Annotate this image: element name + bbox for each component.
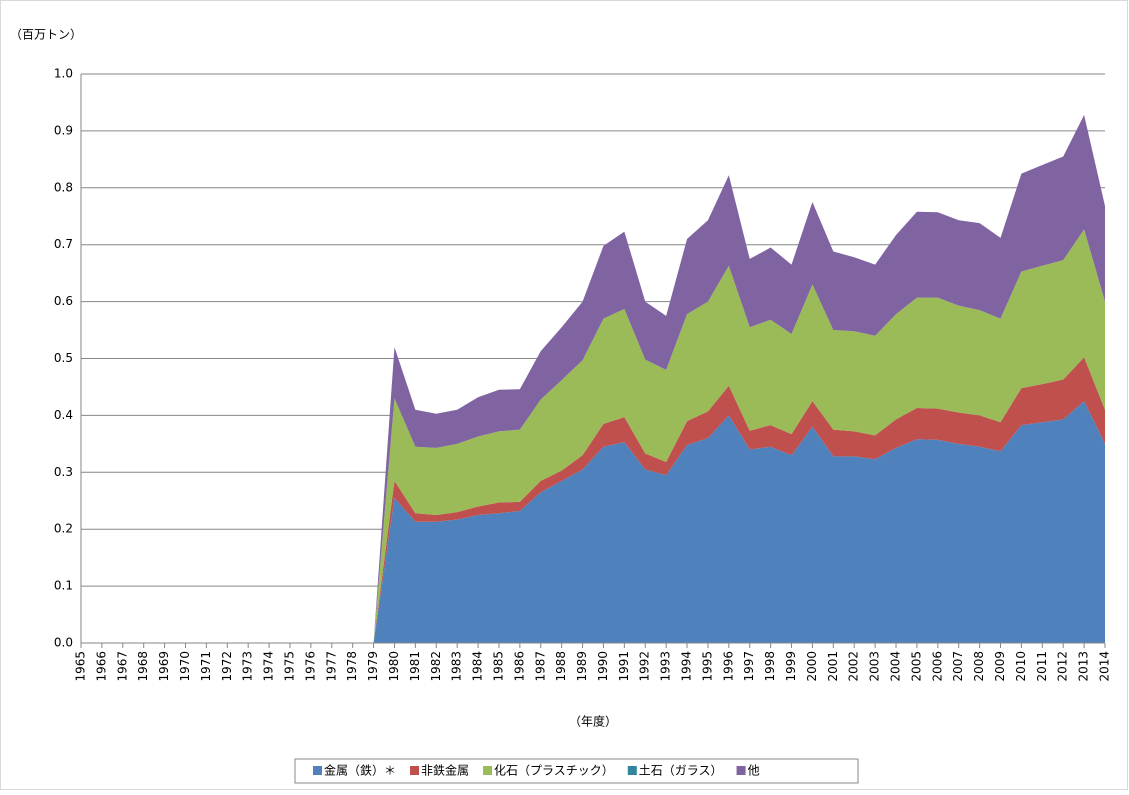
y-tick-label: 0.5	[54, 351, 73, 365]
x-tick-label: 1994	[680, 651, 694, 682]
y-tick-label: 0.8	[54, 180, 73, 194]
y-tick-label: 0.1	[54, 579, 73, 593]
x-tick-label: 1988	[554, 651, 568, 682]
x-tick-label: 1983	[450, 651, 464, 682]
x-tick-label: 2002	[847, 651, 861, 682]
x-tick-label: 1971	[199, 651, 213, 682]
x-tick-label: 2014	[1098, 651, 1112, 682]
x-axis-label: （年度）	[569, 714, 617, 729]
legend-swatch	[410, 766, 420, 775]
x-tick-label: 2007	[951, 651, 965, 682]
x-tick-label: 1999	[784, 651, 798, 682]
legend-label: 非鉄金属	[421, 763, 469, 778]
area	[81, 229, 1105, 643]
x-tick-label: 2005	[909, 651, 923, 682]
x-tick-label: 1976	[303, 651, 317, 682]
y-tick-label: 0.4	[54, 408, 73, 422]
x-tick-label: 1998	[763, 651, 777, 682]
x-tick-label: 1973	[241, 651, 255, 682]
x-tick-label: 1977	[324, 651, 338, 682]
x-tick-label: 1982	[429, 651, 443, 682]
x-tick-label: 2003	[868, 651, 882, 682]
x-tick-label: 1970	[178, 651, 192, 682]
legend-swatch	[736, 766, 746, 775]
y-tick-label: 0.9	[54, 123, 73, 137]
x-tick-label: 1985	[491, 651, 505, 682]
legend-swatch	[483, 766, 493, 775]
x-tick-label: 1990	[596, 651, 610, 682]
x-tick-label: 1995	[700, 651, 714, 682]
x-tick-label: 2009	[993, 651, 1007, 682]
x-tick-label: 2001	[826, 651, 840, 682]
x-tick-label: 1974	[262, 651, 276, 682]
x-tick-label: 1975	[282, 651, 296, 682]
x-tick-label: 2004	[889, 651, 903, 682]
x-tick-label: 2012	[1056, 651, 1070, 682]
legend-swatch	[313, 766, 322, 775]
x-tick-label: 1986	[512, 651, 526, 682]
legend-label: 金属（鉄）＊	[324, 763, 396, 778]
legend-swatch	[627, 766, 637, 775]
x-tick-label: 1967	[115, 651, 129, 682]
legend-label: 土石（ガラス）	[639, 764, 723, 778]
x-tick-label: 1996	[721, 651, 735, 682]
x-tick-label: 2013	[1077, 651, 1091, 682]
x-tick-label: 2010	[1014, 651, 1028, 682]
y-axis-label: （百万トン）	[10, 28, 82, 42]
x-tick-label: 1968	[136, 651, 150, 682]
x-tick-label: 1987	[533, 651, 547, 682]
x-tick-label: 1991	[617, 651, 631, 682]
y-tick-label: 0.7	[54, 237, 73, 251]
x-tick-label: 1997	[742, 651, 756, 682]
legend-box	[294, 758, 859, 784]
x-tick-label: 2006	[930, 651, 944, 682]
y-tick-label: 0.6	[54, 294, 73, 308]
legend-label: 他	[748, 764, 760, 778]
x-tick-label: 1966	[94, 651, 108, 682]
x-tick-label: 1992	[638, 651, 652, 682]
y-tick-label: 0.0	[54, 636, 73, 650]
y-tick-label: 0.2	[54, 522, 73, 536]
x-tick-label: 1993	[659, 651, 673, 682]
x-tick-label: 1965	[74, 651, 88, 682]
y-tick-label: 0.3	[54, 465, 73, 479]
x-tick-label: 1984	[471, 651, 485, 682]
x-tick-label: 1981	[408, 651, 422, 682]
x-tick-label: 2011	[1035, 651, 1049, 682]
legend-label: 化石（プラスチック）	[494, 764, 614, 778]
x-tick-label: 1972	[220, 651, 234, 682]
x-tick-label: 1979	[366, 651, 380, 682]
area	[81, 401, 1105, 643]
x-tick-label: 2000	[805, 651, 819, 682]
x-tick-label: 2008	[972, 651, 986, 682]
x-tick-label: 1980	[387, 651, 401, 682]
x-tick-label: 1989	[575, 651, 589, 682]
y-tick-label: 1.0	[54, 67, 73, 81]
x-tick-label: 1978	[345, 651, 359, 682]
x-tick-label: 1969	[157, 651, 171, 682]
